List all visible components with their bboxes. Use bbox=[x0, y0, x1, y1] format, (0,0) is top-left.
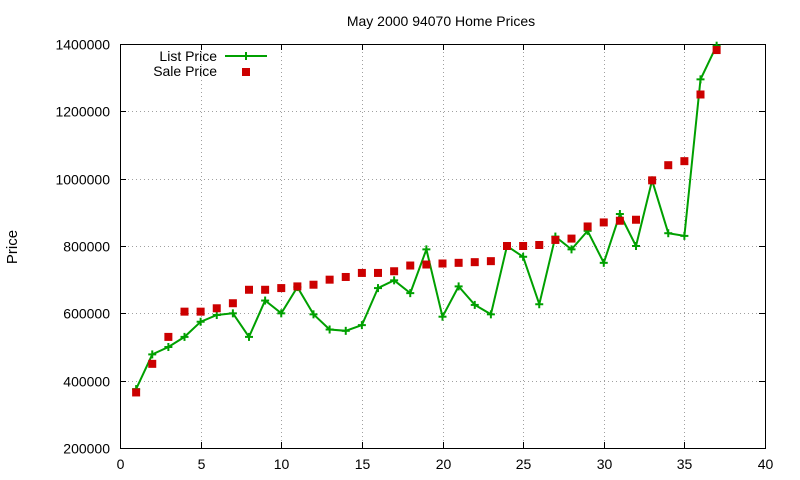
list-price-point bbox=[164, 343, 173, 351]
list-price-point bbox=[599, 258, 608, 267]
x-tick-label: 40 bbox=[758, 456, 774, 472]
list-price-point bbox=[261, 296, 270, 305]
sale-price-point bbox=[519, 242, 528, 250]
x-tick-label: 35 bbox=[677, 456, 693, 472]
sale-price-point bbox=[438, 259, 447, 268]
series bbox=[132, 41, 721, 397]
sale-price-point bbox=[680, 157, 689, 166]
list-price-point bbox=[664, 229, 673, 238]
list-price-point bbox=[535, 300, 544, 309]
y-tick-label: 600000 bbox=[63, 306, 110, 322]
sale-price-point bbox=[374, 268, 382, 277]
x-tick-label: 5 bbox=[198, 456, 206, 472]
sale-price-point bbox=[228, 299, 237, 308]
list-price-point bbox=[341, 326, 350, 335]
sale-price-point bbox=[357, 268, 366, 277]
x-tick-label: 20 bbox=[436, 456, 452, 472]
list-price-point bbox=[470, 300, 479, 309]
sale-price-point bbox=[712, 46, 721, 55]
sale-price-point bbox=[567, 234, 576, 243]
sale-price-point bbox=[309, 280, 318, 289]
list-price-point bbox=[486, 310, 495, 319]
tick-labels: 0 5 10 15 20 25 30 35 40 200000 400000 600000 800000… bbox=[55, 37, 773, 473]
sale-price-point bbox=[196, 307, 205, 316]
grid bbox=[120, 44, 765, 448]
y-axis-label: Price bbox=[4, 230, 21, 264]
sale-price-point bbox=[470, 258, 479, 267]
sale-price-point bbox=[406, 261, 415, 270]
sale-price-point bbox=[422, 260, 431, 269]
sale-price-point bbox=[503, 242, 511, 250]
list-price-line bbox=[135, 45, 718, 390]
list-price-point bbox=[245, 332, 253, 341]
sale-price-point bbox=[648, 176, 657, 185]
y-tick-label: 800000 bbox=[63, 239, 110, 255]
sale-price-point bbox=[261, 285, 270, 294]
y-tick-label: 400000 bbox=[63, 374, 110, 390]
list-price-point bbox=[277, 309, 286, 318]
x-tick-label: 0 bbox=[117, 456, 125, 472]
sale-price-point bbox=[454, 258, 463, 267]
y-tick-label: 200000 bbox=[63, 441, 110, 457]
y-tick-label: 1000000 bbox=[55, 172, 110, 188]
series-1 bbox=[132, 46, 721, 397]
sale-price-point bbox=[632, 215, 640, 224]
sale-price-point bbox=[148, 359, 157, 368]
sale-price-point bbox=[341, 272, 350, 281]
sale-price-point bbox=[325, 275, 334, 284]
legend-marker-cross bbox=[242, 52, 250, 60]
list-price-point bbox=[180, 332, 189, 341]
list-price-point bbox=[228, 309, 237, 318]
legend-swatch-list-price bbox=[225, 52, 267, 60]
list-price-point bbox=[406, 289, 415, 298]
list-price-point bbox=[309, 310, 318, 319]
list-price-point bbox=[567, 245, 576, 254]
list-price-point bbox=[357, 321, 366, 330]
legend-swatch-sale-price bbox=[242, 68, 250, 76]
list-price-point bbox=[519, 252, 528, 261]
sale-price-point bbox=[180, 307, 189, 316]
sale-price-point bbox=[664, 161, 673, 170]
sale-price-point bbox=[277, 284, 286, 293]
legend: List Price Sale Price bbox=[153, 48, 267, 79]
list-price-point bbox=[454, 282, 463, 291]
sale-price-point bbox=[696, 90, 705, 99]
list-price-point bbox=[438, 312, 447, 321]
list-price-point bbox=[422, 245, 431, 254]
sale-price-point bbox=[551, 235, 560, 244]
x-tick-label: 25 bbox=[516, 456, 532, 472]
sale-price-point bbox=[212, 304, 221, 313]
list-price-point bbox=[196, 317, 205, 326]
sale-price-point bbox=[535, 240, 544, 249]
sale-price-point bbox=[390, 267, 399, 276]
y-tick-label: 1400000 bbox=[55, 37, 110, 53]
x-tick-label: 15 bbox=[355, 456, 371, 472]
sale-price-point bbox=[293, 282, 302, 291]
x-tick-label: 30 bbox=[597, 456, 613, 472]
list-price-point bbox=[632, 242, 640, 250]
legend-label-list-price: List Price bbox=[159, 48, 217, 64]
sale-price-point bbox=[583, 222, 592, 231]
sale-price-point bbox=[486, 257, 495, 266]
list-price-point bbox=[696, 75, 705, 84]
y-tick-label: 1200000 bbox=[55, 104, 110, 120]
list-price-point bbox=[680, 231, 689, 240]
axis-ticks bbox=[120, 44, 766, 449]
legend-marker-square bbox=[242, 68, 250, 76]
list-price-point bbox=[615, 210, 624, 219]
x-tick-label: 10 bbox=[274, 456, 290, 472]
chart-title: May 2000 94070 Home Prices bbox=[347, 13, 535, 29]
sale-price-point bbox=[615, 216, 624, 225]
list-price-point bbox=[325, 325, 334, 334]
sale-price-point bbox=[599, 218, 608, 227]
list-price-point bbox=[212, 311, 221, 320]
list-price-point bbox=[148, 350, 157, 359]
legend-label-sale-price: Sale Price bbox=[153, 63, 217, 79]
sale-price-point bbox=[164, 332, 173, 341]
list-price-point bbox=[390, 276, 399, 285]
sale-price-point bbox=[245, 285, 253, 294]
sale-price-point bbox=[132, 388, 141, 397]
list-price-point bbox=[374, 284, 382, 293]
